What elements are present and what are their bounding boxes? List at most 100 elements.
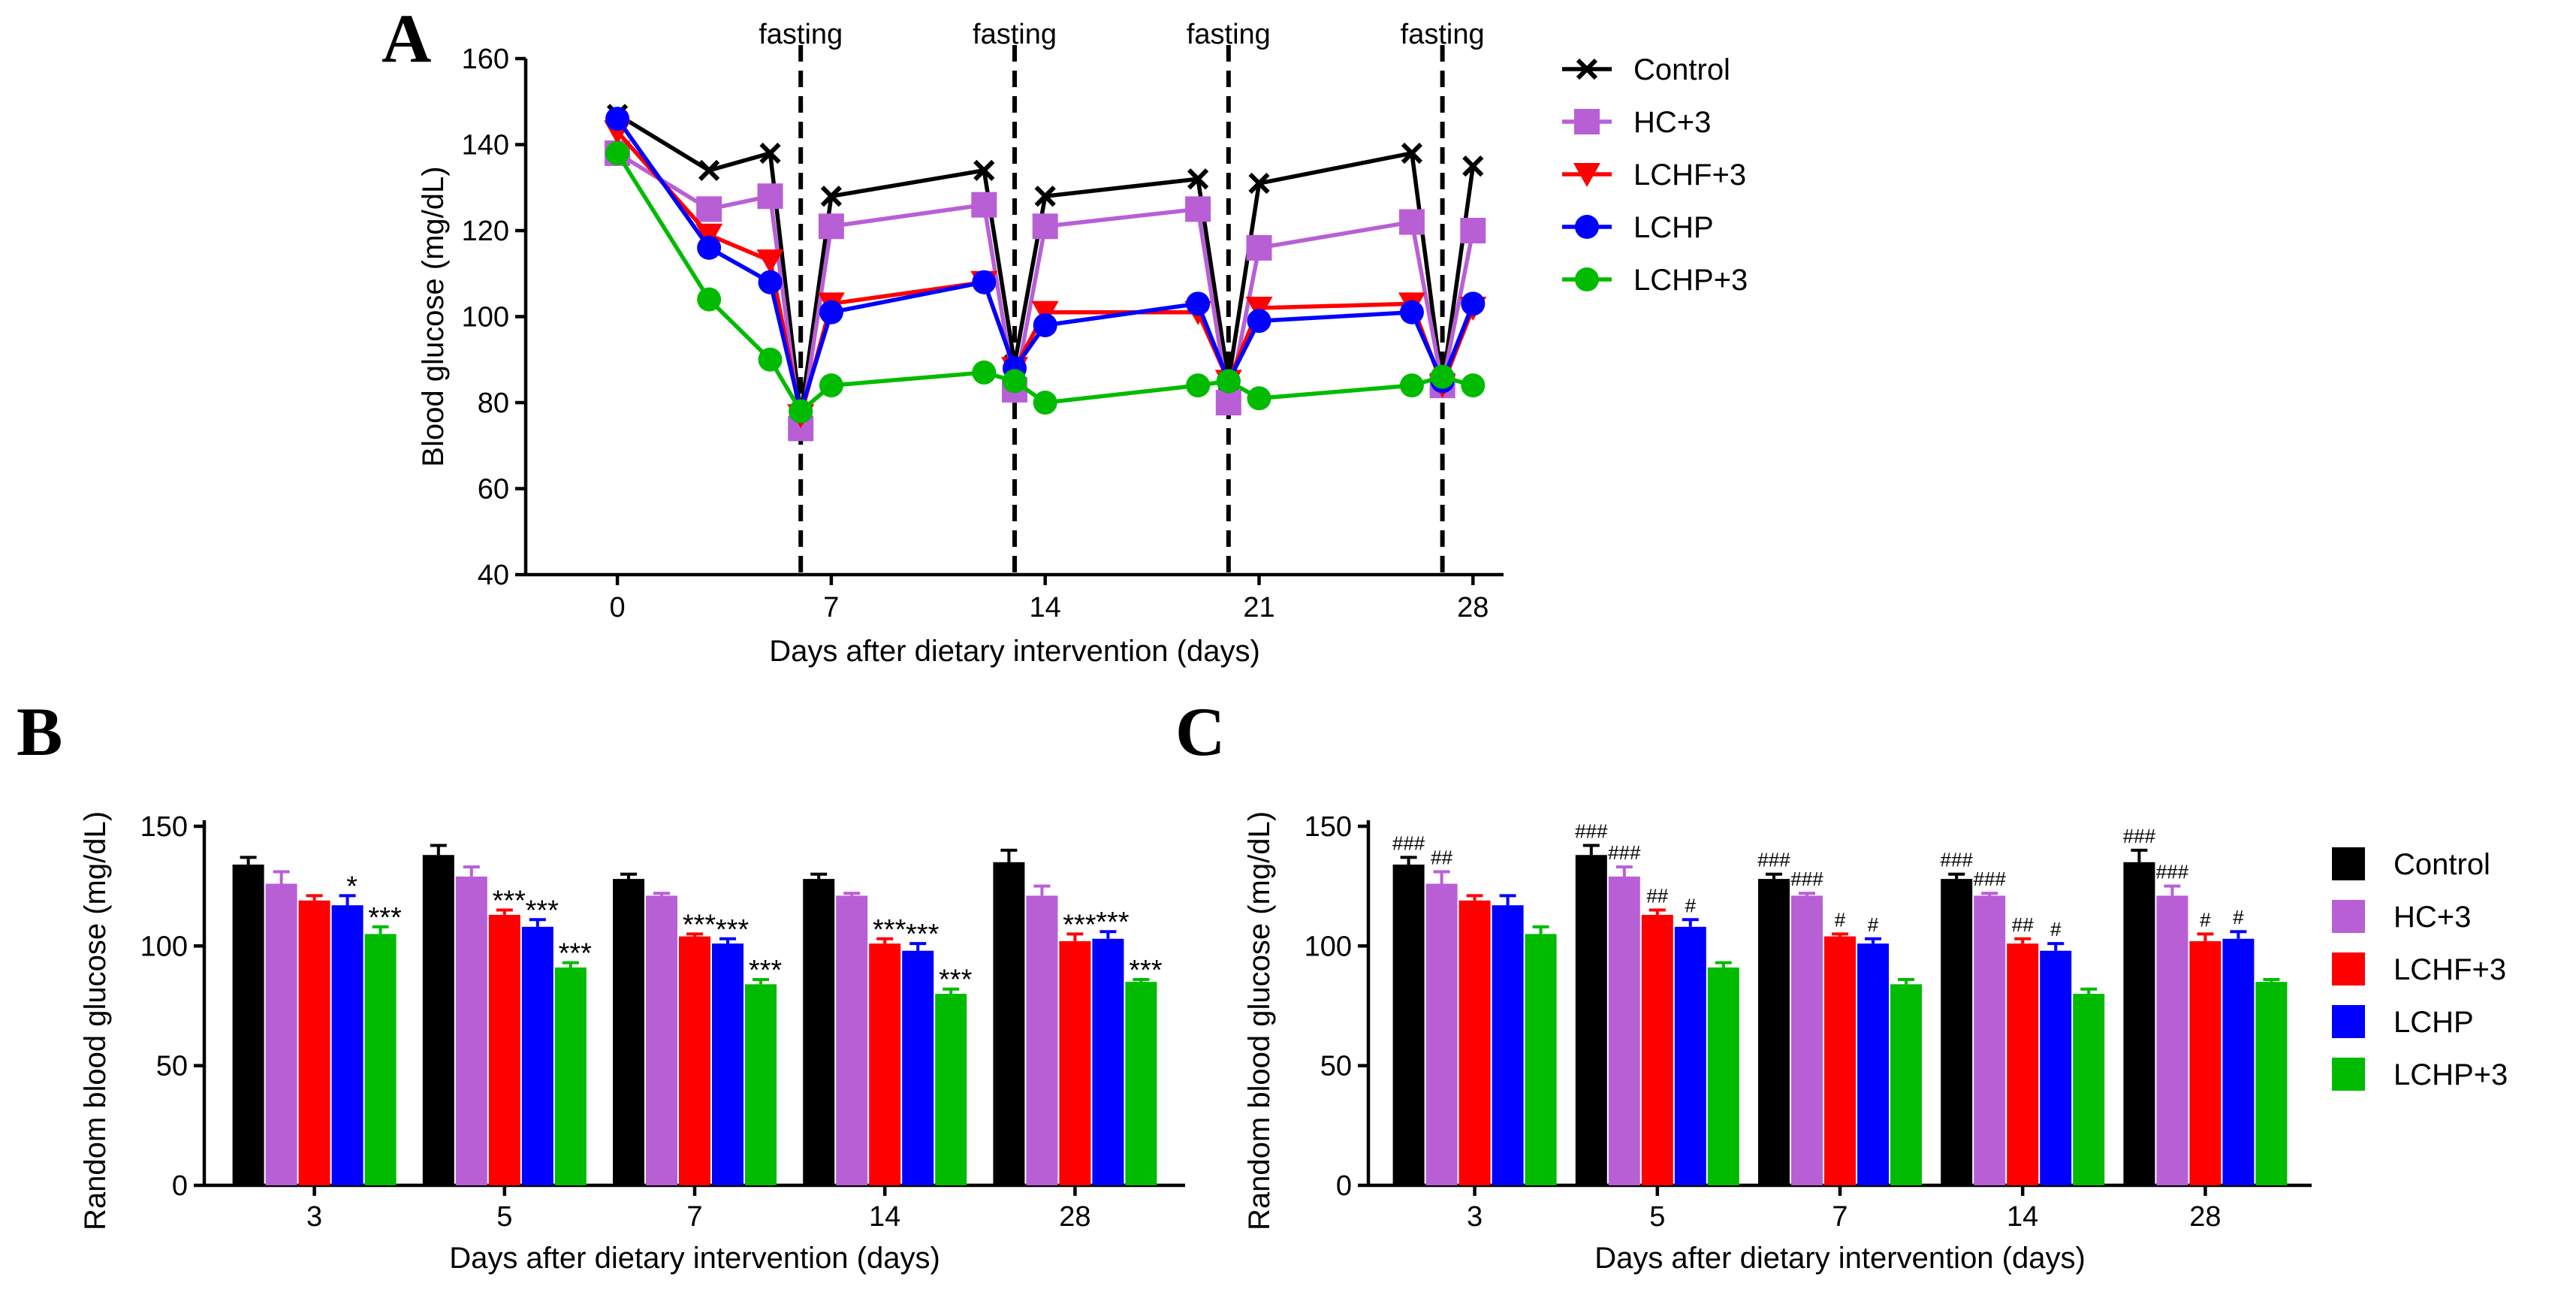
panel-a-y-tick-label: 100 <box>462 302 509 334</box>
significance-marker: ## <box>2012 913 2034 936</box>
legend-marker-stroke-b <box>1576 58 1598 80</box>
significance-marker: # <box>2200 908 2211 931</box>
bar-LCHP <box>2040 950 2072 1185</box>
fasting-label: fasting <box>1401 19 1485 50</box>
legend-marker <box>1575 267 1599 291</box>
panel-b-y-tick-label: 50 <box>156 1051 188 1082</box>
legend-label: LCHF+3 <box>2394 953 2506 986</box>
data-point-HC+3 <box>1215 390 1241 415</box>
significance-marker: *** <box>716 914 750 946</box>
data-point-LCHP+3 <box>1399 373 1424 398</box>
significance-marker: *** <box>749 955 783 986</box>
significance-marker: # <box>1835 908 1846 931</box>
panel-b-y-axis-title: Random blood glucose (mg/dL) <box>79 811 112 1230</box>
panel-c-x-axis-title: Days after dietary intervention (days) <box>1594 1242 2086 1275</box>
panel-a-y-tick-label: 60 <box>478 474 509 506</box>
legend-label: Control <box>1633 53 1730 86</box>
bar-Control <box>1575 855 1607 1185</box>
bar-LCHF+3 <box>1059 940 1091 1185</box>
bar-LCHP <box>1492 905 1524 1185</box>
bar-LCHF+3 <box>679 936 710 1185</box>
bar-HC+3 <box>455 876 487 1185</box>
bar-HC+3 <box>646 895 677 1185</box>
data-point-LCHF+3 <box>1245 297 1273 321</box>
significance-marker: ### <box>1575 820 1608 842</box>
data-point-Control <box>1462 155 1484 177</box>
bar-HC+3 <box>1974 895 2006 1185</box>
bar-LCHP <box>1674 926 1706 1185</box>
bar-Control <box>422 855 454 1185</box>
legend-swatch <box>2332 1058 2365 1091</box>
panel-c-x-tick-label: 5 <box>1649 1201 1665 1233</box>
fasting-label: fasting <box>1187 19 1271 50</box>
data-point-Control <box>820 186 842 207</box>
panel-b-x-axis-title: Days after dietary intervention (days) <box>449 1242 940 1275</box>
legend-label: LCHP+3 <box>1633 264 1748 297</box>
panel-c-y-tick-label: 150 <box>1305 811 1352 843</box>
data-point-Control-stroke-b <box>1248 172 1270 195</box>
data-point-LCHP <box>605 107 630 131</box>
bar-LCHF+3 <box>2189 940 2222 1185</box>
data-point-HC+3 <box>1398 209 1425 235</box>
bar-LCHP+3 <box>1525 934 1557 1185</box>
series-line-Control <box>616 113 1476 416</box>
data-point-Control <box>1401 142 1423 165</box>
bar-LCHP <box>1092 938 1124 1185</box>
significance-marker: * <box>346 871 357 902</box>
significance-marker: ### <box>1608 841 1641 864</box>
significance-marker: ### <box>1974 868 2007 890</box>
bar-Control <box>1941 879 1973 1185</box>
data-point-LCHP <box>1399 300 1424 325</box>
legend-marker <box>1576 58 1598 80</box>
bar-LCHP+3 <box>2073 994 2105 1185</box>
significance-marker: ### <box>1757 849 1790 871</box>
bar-LCHF+3 <box>488 914 520 1185</box>
significance-marker: *** <box>873 914 906 946</box>
data-point-LCHP <box>819 300 843 325</box>
panel-a-x-tick-label: 28 <box>1457 592 1489 623</box>
data-point-HC+3 <box>818 213 844 240</box>
significance-marker: ### <box>1941 849 1974 871</box>
bar-LCHP <box>521 926 554 1185</box>
data-point-LCHP+3 <box>1430 364 1455 389</box>
panel-a-x-tick-label: 0 <box>609 592 625 623</box>
significance-marker: # <box>1868 913 1879 936</box>
data-point-LCHP <box>1461 291 1486 316</box>
data-point-LCHP <box>972 270 997 294</box>
legend-swatch <box>2332 952 2365 986</box>
significance-marker: ## <box>1431 847 1452 869</box>
significance-marker: ## <box>1646 885 1668 907</box>
data-point-Control-stroke-b <box>759 142 781 165</box>
bar-LCHP <box>902 950 934 1185</box>
data-point-LCHP <box>1247 309 1271 334</box>
bar-LCHP <box>2222 938 2255 1185</box>
panel-b-x-tick-label: 14 <box>869 1201 900 1233</box>
data-point-LCHF+3 <box>695 223 723 248</box>
data-point-HC+3 <box>696 196 722 222</box>
legend-label: LCHP+3 <box>2394 1058 2508 1091</box>
legend-marker <box>1573 163 1600 187</box>
significance-marker: # <box>2233 906 2244 928</box>
panel-c-letter: C <box>1175 693 1225 770</box>
panel-c-y-tick-label: 0 <box>1336 1170 1352 1202</box>
bar-LCHP+3 <box>1890 984 1922 1185</box>
bar-HC+3 <box>836 895 868 1185</box>
legend-label: LCHP <box>1633 211 1714 244</box>
significance-marker: # <box>1685 894 1697 916</box>
data-point-LCHF+3 <box>756 249 784 274</box>
panel-c-x-tick-label: 14 <box>2007 1201 2038 1233</box>
data-point-LCHP+3 <box>605 140 630 165</box>
data-point-LCHP+3 <box>758 347 783 372</box>
panel-b-letter: B <box>17 693 62 770</box>
data-point-HC+3 <box>757 183 783 210</box>
fasting-label: fasting <box>759 19 843 50</box>
panel-b-x-tick-label: 5 <box>496 1201 512 1233</box>
legend-label: LCHF+3 <box>1633 158 1746 192</box>
data-point-LCHP+3 <box>789 399 813 424</box>
data-point-Control <box>973 159 995 181</box>
panel-c-x-tick-label: 3 <box>1467 1201 1483 1233</box>
panel-a-y-tick-label: 160 <box>462 44 509 75</box>
data-point-LCHP+3 <box>1033 391 1057 415</box>
